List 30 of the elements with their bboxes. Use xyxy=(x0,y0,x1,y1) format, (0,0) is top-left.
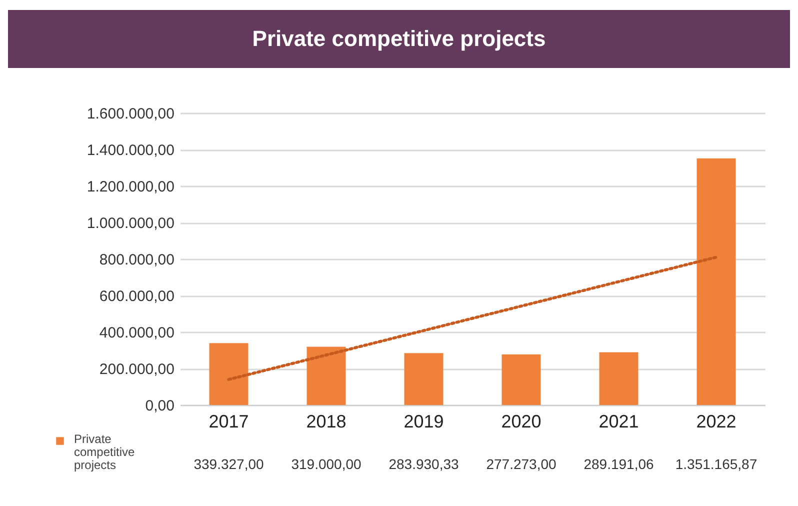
data-label: 289.191,06 xyxy=(584,456,654,472)
y-tick-label: 1.200.000,00 xyxy=(86,178,174,196)
y-tick-label: 600.000,00 xyxy=(99,288,174,305)
y-tick-label: 200.000,00 xyxy=(99,361,174,378)
x-tick-label: 2021 xyxy=(598,412,639,432)
data-label: 1.351.165,87 xyxy=(675,456,758,472)
bar xyxy=(209,343,248,405)
line-series xyxy=(227,256,718,381)
y-tick-label: 0,00 xyxy=(145,398,174,414)
bar xyxy=(404,353,444,405)
y-tick-label: 1.600.000,00 xyxy=(86,106,174,122)
data-label: 277.273,00 xyxy=(486,456,556,472)
y-tick-label: 1.400.000,00 xyxy=(86,142,174,159)
data-label: 283.930,33 xyxy=(388,456,459,472)
y-tick-label: 1.000.000,00 xyxy=(86,215,174,232)
x-tick-label: 2018 xyxy=(306,412,346,432)
bar xyxy=(306,346,346,405)
x-tick-label: 2020 xyxy=(501,412,542,432)
bar xyxy=(696,158,736,405)
x-tick-label: 2017 xyxy=(208,412,249,432)
y-tick-label: 400.000,00 xyxy=(99,324,174,342)
bar xyxy=(599,352,638,405)
y-tick-label: 800.000,00 xyxy=(99,252,174,268)
data-label: 319.000,00 xyxy=(291,456,362,472)
x-tick-label: 2022 xyxy=(696,412,736,432)
data-label: 339.327,00 xyxy=(194,456,264,472)
chart-title: Private competitive projects xyxy=(252,26,546,51)
legend-label: Private competitive projects xyxy=(74,432,136,472)
x-tick-label: 2019 xyxy=(404,412,444,432)
bar xyxy=(502,354,541,405)
